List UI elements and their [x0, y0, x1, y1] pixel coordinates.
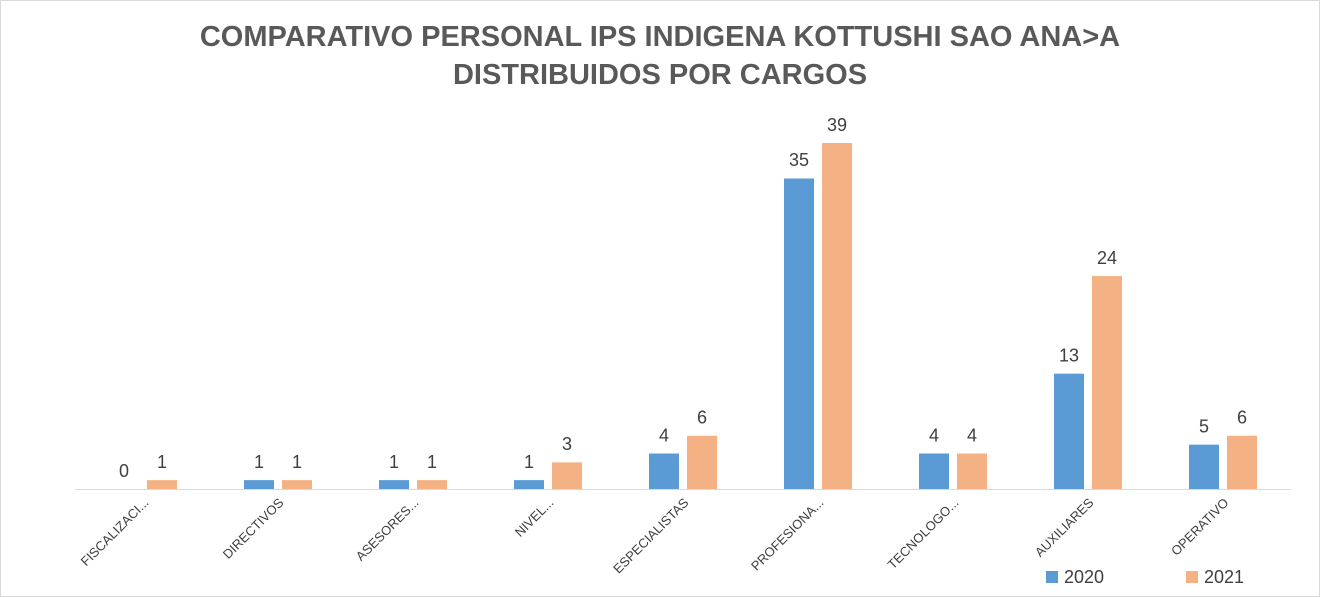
data-label: 24 [1097, 248, 1117, 268]
bar [1227, 435, 1257, 489]
data-label: 1 [157, 452, 167, 472]
data-label: 3 [562, 434, 572, 454]
x-tick-label: FISCALIZACI... [78, 495, 152, 569]
data-label: 1 [524, 452, 534, 472]
x-tick-label: TECNOLOGO... [885, 495, 962, 572]
x-tick-label: DIRECTIVOS [220, 495, 287, 562]
data-label: 35 [789, 150, 809, 170]
data-label: 13 [1059, 345, 1079, 365]
data-label: 1 [292, 452, 302, 472]
x-tick-label: AUXILIARES [1032, 495, 1097, 560]
data-label: 39 [827, 115, 847, 135]
bar [1189, 444, 1219, 489]
data-label: 4 [659, 425, 669, 445]
bar [1092, 276, 1122, 489]
chart-title: COMPARATIVO PERSONAL IPS INDIGENA KOTTUS… [199, 21, 1121, 91]
data-label: 4 [929, 425, 939, 445]
bar [417, 480, 447, 489]
legend-label: 2021 [1204, 567, 1244, 587]
data-label: 1 [389, 452, 399, 472]
bar [649, 453, 679, 489]
bar [514, 480, 544, 489]
x-tick-label: OPERATIVO [1168, 495, 1232, 559]
bar [552, 462, 582, 489]
data-label: 1 [427, 452, 437, 472]
bar [282, 480, 312, 489]
bar [147, 480, 177, 489]
bar [244, 480, 274, 489]
x-tick-label: ASESORES... [353, 495, 422, 564]
bar [379, 480, 409, 489]
x-tick-label: PROFESIONA... [748, 495, 827, 574]
legend-swatch [1186, 571, 1198, 583]
data-label: 4 [967, 425, 977, 445]
data-label: 5 [1199, 416, 1209, 436]
bar [822, 143, 852, 489]
bar [957, 453, 987, 489]
legend-label: 2020 [1064, 567, 1104, 587]
bar [784, 178, 814, 489]
legend-swatch [1046, 571, 1058, 583]
bar [1054, 373, 1084, 489]
x-tick-label: ESPECIALISTAS [610, 495, 692, 577]
bar [919, 453, 949, 489]
data-label: 6 [697, 408, 707, 428]
bar [687, 435, 717, 489]
data-label: 0 [119, 461, 129, 481]
x-tick-label: NIVEL... [512, 495, 557, 540]
data-label: 6 [1237, 408, 1247, 428]
data-label: 1 [254, 452, 264, 472]
